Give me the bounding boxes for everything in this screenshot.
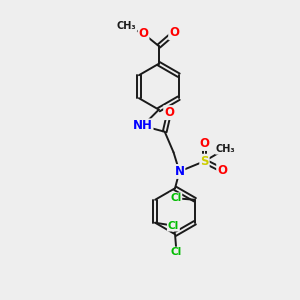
Text: Cl: Cl [171,248,182,257]
Text: O: O [139,27,148,40]
Text: S: S [200,155,209,168]
Text: O: O [217,164,227,176]
Text: Cl: Cl [170,193,182,203]
Text: O: O [169,26,179,39]
Text: O: O [200,137,209,150]
Text: N: N [174,165,184,178]
Text: NH: NH [133,119,153,132]
Text: O: O [164,106,174,119]
Text: Cl: Cl [168,221,179,231]
Text: CH₃: CH₃ [117,21,136,31]
Text: CH₃: CH₃ [216,144,236,154]
